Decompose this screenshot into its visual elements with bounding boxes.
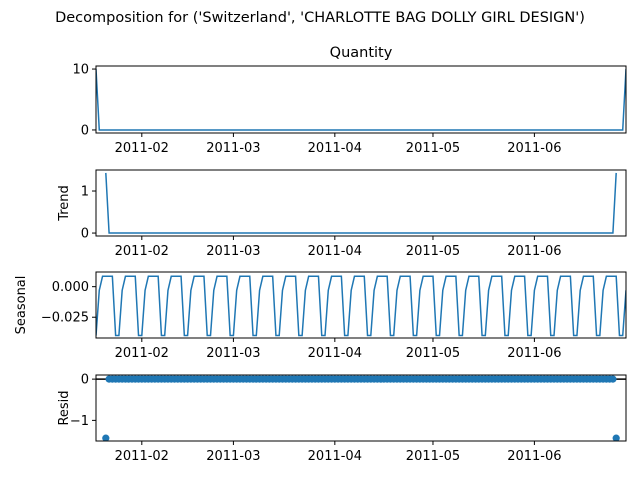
resid-xtick-label: 2011-02 (115, 449, 169, 464)
seasonal-ytick-label: 0.000 (52, 280, 89, 295)
observed-frame (95, 65, 627, 134)
observed-xtick-label: 2011-06 (507, 141, 561, 156)
resid-ytick-label: 0 (81, 373, 89, 388)
resid-xtick-label: 2011-04 (308, 449, 362, 464)
observed-xtick-label: 2011-05 (406, 141, 460, 156)
trend-xtick-label: 2011-03 (206, 244, 260, 259)
resid-ytick-label: −1 (70, 414, 89, 429)
resid-frame (95, 374, 627, 442)
figure-title: Decomposition for ('Switzerland', 'CHARL… (55, 10, 585, 26)
seasonal-xtick-label: 2011-03 (206, 346, 260, 361)
trend-xtick-label: 2011-06 (507, 244, 561, 259)
trend-line (105, 172, 617, 234)
panel-trend: Trend 0 1 2011-02 2011-03 2011-04 2011-05 2011-… (57, 169, 627, 259)
seasonal-data (96, 275, 626, 337)
observed-ytick-label: 10 (72, 63, 89, 78)
panel-resid: Resid 0 −1 2011-02 2011-03 2011-04 2011-05 2011… (57, 373, 627, 464)
trend-xtick-label: 2011-02 (115, 244, 169, 259)
resid-ylabel: Resid (57, 390, 72, 425)
observed-title: Quantity (330, 45, 393, 61)
trend-frame (95, 169, 627, 237)
seasonal-xtick-label: 2011-06 (507, 346, 561, 361)
trend-xtick-label: 2011-04 (308, 244, 362, 259)
observed-data (96, 69, 626, 131)
trend-ylabel: Trend (57, 185, 72, 222)
seasonal-xtick-label: 2011-02 (115, 346, 169, 361)
panel-observed: Quantity 0 10 2011-02 2011-03 2011-04 2011-05 2… (72, 45, 627, 156)
seasonal-ytick-label: −0.025 (41, 311, 89, 326)
seasonal-xtick-label: 2011-04 (308, 346, 362, 361)
resid-outlier-point (612, 434, 620, 441)
observed-line (96, 69, 626, 131)
panel-seasonal: Seasonal 0.000 −0.025 2011-02 2011-03 2011-04… (14, 271, 627, 361)
seasonal-xtick-label: 2011-05 (406, 346, 460, 361)
observed-xtick-label: 2011-03 (206, 141, 260, 156)
observed-xtick-label: 2011-04 (308, 141, 362, 156)
resid-outlier-point (102, 434, 110, 441)
seasonal-frame (95, 271, 627, 339)
resid-xtick-label: 2011-03 (206, 449, 260, 464)
trend-xtick-label: 2011-05 (406, 244, 460, 259)
trend-ytick-label: 0 (81, 227, 89, 242)
resid-xtick-label: 2011-06 (507, 449, 561, 464)
resid-point (609, 375, 617, 383)
resid-xtick-label: 2011-05 (406, 449, 460, 464)
trend-ytick-label: 1 (81, 185, 89, 200)
seasonal-ylabel: Seasonal (14, 276, 29, 335)
observed-xtick-label: 2011-02 (115, 141, 169, 156)
trend-data (105, 172, 617, 234)
resid-data (96, 375, 626, 441)
observed-ytick-label: 0 (81, 123, 89, 138)
seasonal-line (96, 275, 626, 337)
